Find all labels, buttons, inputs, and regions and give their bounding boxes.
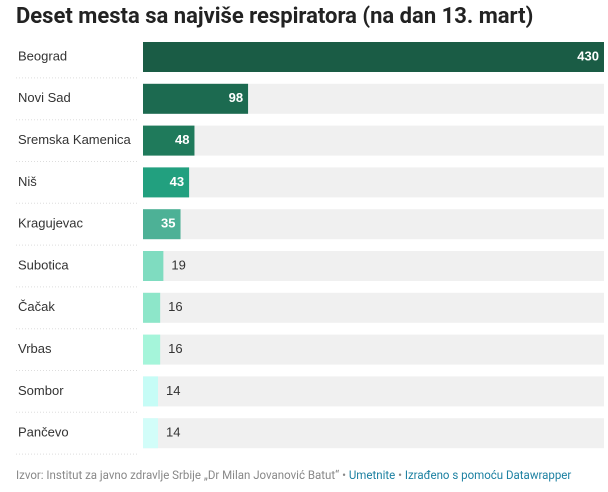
category-label: Beograd [18,48,67,63]
bar [143,83,249,114]
bar [143,167,190,198]
value-label: 43 [170,174,184,189]
bar [143,292,161,323]
value-label: 14 [166,425,180,440]
bar [143,251,164,281]
category-label: Kragujevac [18,216,84,231]
footer: Izvor: Institut za javno zdravlje Srbije… [16,468,571,482]
separator: • [398,468,402,482]
bar-background [143,209,604,240]
value-label: 16 [168,341,182,356]
category-label: Sombor [18,383,64,398]
bar-background [143,376,604,407]
bar-background [143,251,604,281]
credit-link[interactable]: Izrađeno s pomoću Datawrapper [404,468,572,482]
chart-title: Deset mesta sa najviše respiratora (na d… [16,4,534,29]
bar [143,125,195,156]
value-label: 98 [229,90,243,105]
value-label: 48 [175,132,189,147]
category-label: Novi Sad [18,90,71,105]
value-label: 35 [161,216,175,231]
separator: • [342,468,346,482]
bar [143,334,161,365]
category-label: Čačak [18,299,55,314]
value-label: 19 [171,257,185,272]
bar-background [143,334,604,365]
bar [143,418,159,449]
bar [143,209,181,240]
value-label: 16 [168,299,182,314]
embed-link[interactable]: Umetnite [348,468,396,482]
value-label: 14 [166,383,180,398]
bar-background [143,418,604,449]
bar [143,42,604,72]
category-label: Pančevo [18,425,69,440]
category-label: Vrbas [18,341,52,356]
bar-background [143,125,604,156]
category-label: Sremska Kamenica [18,132,131,147]
bar-background [143,292,604,323]
bar-background [143,167,604,198]
category-label: Niš [18,174,37,189]
value-label: 430 [577,48,599,63]
source: Izvor: Institut za javno zdravlje Srbije… [16,468,340,482]
category-label: Subotica [18,257,69,272]
bar [143,376,159,407]
